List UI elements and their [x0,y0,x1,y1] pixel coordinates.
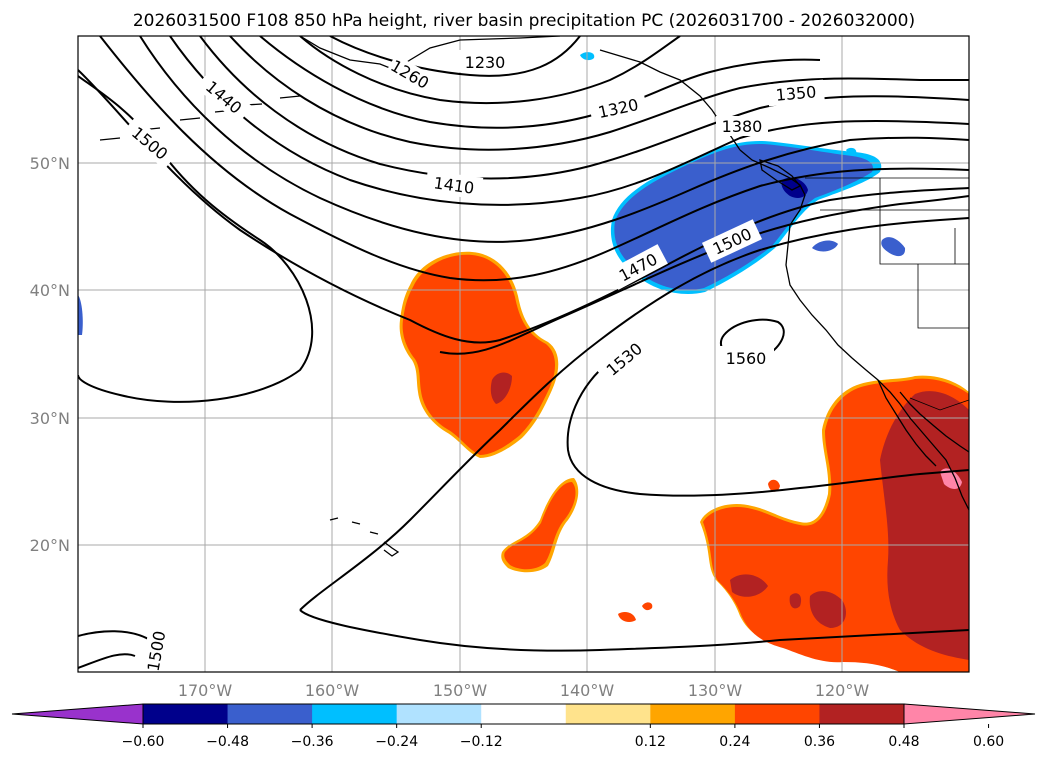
contour-1380 [169,36,969,206]
contour-label-bg [385,54,435,94]
mexico-border [909,397,969,411]
colorbar-tick-label: 0.60 [973,734,1004,750]
lat-label: 30°N [30,409,70,428]
lat-label: 20°N [30,536,70,555]
positive-anomaly-southeast-deep [789,593,802,609]
contour-1530-south [299,609,969,652]
contour-label-bg [121,116,179,170]
contour-label: 1230 [465,53,506,72]
colorbar-segment [650,704,736,724]
contour-label-bg [424,170,484,200]
contour-label-bg [195,70,253,124]
baja-california [877,379,969,467]
contour-label-bg [595,332,653,386]
colorbar-segment [819,704,905,724]
negative-blob [881,237,906,257]
contour-label: 1350 [775,82,817,104]
colorbar-extension-low [11,703,144,725]
positive-anomaly-deep [490,372,512,404]
map-panel: 1230 1320 1350 1380 1410 1440 1470 1500 … [77,35,970,673]
colorbar-segment [143,704,229,724]
contour-label-bg [588,90,648,124]
state-borders [820,178,969,329]
negative-anomaly-core [614,143,874,290]
colorbar-tick-label: −0.24 [375,734,418,750]
colorbar-tick-label: 0.24 [719,734,750,750]
positive-blob [642,602,653,611]
gridlines [78,36,969,672]
contour-1290 [259,36,821,129]
contour-1560-loop [566,369,969,497]
lon-label: 120°W [815,681,870,700]
lon-label: 140°W [560,681,615,700]
positive-blob [504,482,576,570]
contour-label-bg [701,219,763,263]
colorbar-tick-label: 0.12 [635,734,666,750]
colorbar-segment [312,704,398,724]
colorbar-tick-label: −0.36 [291,734,334,750]
figure-title: 2026031500 F108 850 hPa height, river ba… [133,11,915,31]
lat-label: 40°N [30,281,70,300]
colorbar-segment [396,704,482,724]
contour-label-bg [716,116,768,136]
lon-label: 160°W [305,681,360,700]
contour-1320 [229,36,969,151]
colorbar-segment [565,704,651,724]
contour-label-bg [608,244,668,290]
contour-label-bg [140,621,172,672]
us-west-coast [785,224,969,511]
colorbar-ticks: −0.60 −0.48 −0.36 −0.24 −0.12 0.12 0.24 0.36 0.4… [122,724,1004,750]
colorbar-tick-label: −0.60 [122,734,165,750]
colorbar-tick-label: 0.36 [804,734,835,750]
lon-label: 170°W [178,681,233,700]
lon-label: 130°W [688,681,743,700]
longitude-labels: 170°W 160°W 150°W 140°W 130°W 120°W [178,681,870,700]
contour-1260 [299,36,681,105]
negative-blob [846,147,857,155]
hawaii [329,517,400,557]
colorbar-tick-label: −0.12 [460,734,503,750]
contour-1230 [329,36,581,77]
contour-1530 [299,217,969,611]
contour-label-bg [458,50,512,72]
map-frame [77,35,970,673]
positive-anomaly-core [402,254,556,455]
colorbar-segment [481,704,567,724]
colorbar-segment [227,704,313,724]
positive-blob [618,612,636,622]
lon-label: 150°W [433,681,488,700]
negative-blob [78,295,83,335]
positive-blob [768,479,780,492]
positive-anomaly-southeast-deep [809,591,846,628]
contour-label-bg [718,346,774,368]
colorbar-segment [734,704,820,724]
colorbar-tick-label: 0.48 [888,734,919,750]
contour-1410 [139,36,969,243]
contour-label: 1380 [722,117,763,136]
latitude-labels: 50°N 40°N 30°N 20°N [30,154,70,555]
vancouver-island [759,159,802,191]
contour-1470 [78,69,969,344]
positive-anomaly-southeast-deep [880,391,969,660]
borders [805,177,969,411]
contour-label: 1560 [726,349,767,368]
colorbar-segments [143,704,905,724]
colorbar: −0.60 −0.48 −0.36 −0.24 −0.12 0.12 0.24 0.36 0.4… [11,703,1036,750]
height-contours [78,36,969,672]
negative-anomaly-deep [781,177,808,198]
positive-anomaly-max [940,468,962,489]
contour-label-bg [767,79,825,107]
positive-anomaly-southeast-deep [730,574,768,597]
colorbar-outline [142,703,905,725]
precip-shading [78,52,969,672]
contour-1440 [99,36,969,282]
negative-blob [812,240,838,252]
lat-label: 50°N [30,154,70,173]
colorbar-tick-label: −0.48 [206,734,249,750]
colorbar-extension-high [903,703,1036,725]
